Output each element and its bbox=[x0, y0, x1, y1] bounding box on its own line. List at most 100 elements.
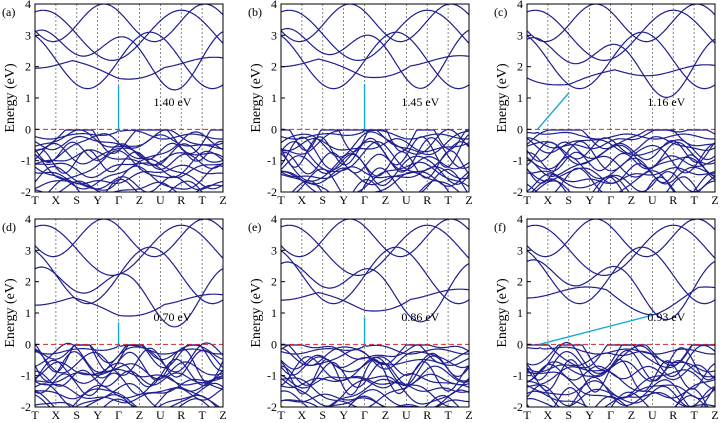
panel-d-ytick-label: -1 bbox=[21, 369, 31, 383]
panel-c-gap-label: 1.16 eV bbox=[647, 95, 685, 109]
panel-b-kpoint-label: S bbox=[319, 193, 326, 207]
panel-c-band-5 bbox=[527, 141, 715, 169]
panel-e-ytick-label: 0 bbox=[271, 337, 277, 351]
panel-c-kpoint-label: U bbox=[648, 193, 657, 207]
panel-f-band-11 bbox=[527, 376, 715, 407]
panel-b-ytick-label: 1 bbox=[271, 91, 277, 105]
panel-a-ytick-label: -2 bbox=[21, 185, 31, 199]
panel-f-ytick-label: 1 bbox=[517, 306, 523, 320]
panel-f-kpoint-label: U bbox=[648, 408, 657, 422]
panel-d-band-9 bbox=[35, 372, 223, 397]
panel-a-kpoint-label: R bbox=[177, 193, 185, 207]
panel-c-kpoint-label: R bbox=[669, 193, 677, 207]
panel-c-ytick-label: -2 bbox=[513, 185, 523, 199]
panel-e-kpoint-label: Γ bbox=[361, 408, 368, 422]
panel-a-ytick-label: 2 bbox=[25, 60, 31, 74]
panel-d-gap-label: 0.70 eV bbox=[153, 310, 191, 324]
panel-e-ylabel: Energy (eV) bbox=[249, 278, 264, 348]
panel-f-band-5 bbox=[527, 360, 715, 382]
panel-a-kpoint-label: U bbox=[156, 193, 165, 207]
panel-e-band-15 bbox=[281, 395, 460, 407]
panel-a-band-13 bbox=[35, 175, 223, 192]
panel-b-kpoint-label: T bbox=[444, 193, 452, 207]
panel-b-kpoint-label: X bbox=[298, 193, 307, 207]
panel-d-band-19 bbox=[35, 246, 223, 305]
panel-b-band-20 bbox=[281, 9, 469, 61]
panel-e-band-21 bbox=[281, 219, 469, 258]
panel-e-band-17 bbox=[281, 288, 469, 312]
panel-f-band-9 bbox=[527, 369, 715, 400]
panel-f-kpoint-label: T bbox=[690, 408, 698, 422]
panel-a-band-9 bbox=[35, 162, 223, 179]
panel-e-gap-label: 0.86 eV bbox=[401, 310, 439, 324]
panel-f-band-20 bbox=[527, 224, 715, 276]
panel-b-band-17 bbox=[281, 55, 469, 79]
panel-e-kpoint-label: X bbox=[298, 408, 307, 422]
panel-e-kpoint-label: T bbox=[444, 408, 452, 422]
panel-a-band-4 bbox=[35, 140, 223, 164]
panel-c-gap-arrow bbox=[536, 92, 570, 130]
panel-e-band-20 bbox=[281, 224, 469, 276]
panel-e-band-7 bbox=[281, 358, 469, 396]
panel-d-kpoint-label: T bbox=[31, 408, 39, 422]
panel-e-kpoint-label: Z bbox=[465, 408, 472, 422]
panel-b-ytick-label: 4 bbox=[271, 0, 277, 11]
panel-a-band-15 bbox=[47, 178, 203, 192]
panel-d-ytick-label: 2 bbox=[25, 275, 31, 289]
panel-a-kpoint-label: S bbox=[73, 193, 80, 207]
panel-f-kpoint-label: Z bbox=[628, 408, 635, 422]
panel-f-kpoint-label: R bbox=[669, 408, 677, 422]
panel-b-kpoint-label: T bbox=[277, 193, 285, 207]
panel-a-kpoint-label: Z bbox=[136, 193, 143, 207]
panel-b-kpoint-label: Z bbox=[465, 193, 472, 207]
panel-c-ytick-label: 4 bbox=[517, 0, 523, 11]
panel-f-kpoint-label: Γ bbox=[607, 408, 614, 422]
panel-b-band-5 bbox=[281, 136, 469, 173]
panel-f-kpoint-label: X bbox=[544, 408, 553, 422]
panel-f-gap-label: 0.93 eV bbox=[647, 310, 685, 324]
panel-f-ytick-label: 0 bbox=[517, 337, 523, 351]
panel-e-kpoint-label: Z bbox=[382, 408, 389, 422]
panel-d-band-17 bbox=[35, 293, 223, 317]
panel-a-band-16 bbox=[35, 129, 223, 140]
panel-c-kpoint-label: Y bbox=[585, 193, 594, 207]
panel-e-label: (e) bbox=[248, 220, 261, 234]
panel-d-band-13 bbox=[35, 386, 221, 407]
panel-b-kpoint-label: U bbox=[402, 193, 411, 207]
panel-d-band-6 bbox=[35, 358, 223, 388]
panel-c-kpoint-label: Γ bbox=[607, 193, 614, 207]
panel-c-kpoint-label: Z bbox=[711, 193, 718, 207]
panel-d-band-15 bbox=[35, 398, 211, 407]
panel-d-kpoint-label: Y bbox=[93, 408, 102, 422]
panel-b-band-21 bbox=[281, 4, 469, 43]
panel-e-band-6 bbox=[281, 361, 469, 388]
panel-d-ylabel: Energy (eV) bbox=[3, 278, 18, 348]
panel-b-kpoint-label: Z bbox=[382, 193, 389, 207]
panel-e-kpoint-label: U bbox=[402, 408, 411, 422]
panel-f-kpoint-label: S bbox=[565, 408, 572, 422]
panel-e-ytick-label: 2 bbox=[271, 275, 277, 289]
panel-c-ytick-label: 0 bbox=[517, 122, 523, 136]
panel-d-kpoint-label: Γ bbox=[115, 408, 122, 422]
panel-b-kpoint-label: R bbox=[423, 193, 431, 207]
panel-b-ylabel: Energy (eV) bbox=[249, 63, 264, 133]
panel-d-band-4 bbox=[35, 348, 223, 384]
panel-d-kpoint-label: T bbox=[198, 408, 206, 422]
panel-c-kpoint-label: T bbox=[523, 193, 531, 207]
panel-d-band-18 bbox=[35, 266, 223, 328]
panel-a-kpoint-label: T bbox=[31, 193, 39, 207]
panel-d-ytick-label: 3 bbox=[25, 243, 31, 257]
panel-b-label: (b) bbox=[248, 5, 262, 19]
panel-d-ytick-label: 0 bbox=[25, 337, 31, 351]
panel-b-kpoint-label: Γ bbox=[361, 193, 368, 207]
panel-e-ytick-label: 4 bbox=[271, 212, 277, 226]
panel-a-band-18 bbox=[35, 29, 223, 91]
panel-b-band-16 bbox=[281, 129, 469, 140]
panel-e-ytick-label: 1 bbox=[271, 306, 277, 320]
panel-f-kpoint-label: Y bbox=[585, 408, 594, 422]
panel-f-ytick-label: 2 bbox=[517, 275, 523, 289]
panel-e-band-19 bbox=[281, 246, 469, 305]
panel-a-gap-label: 1.40 eV bbox=[153, 95, 191, 109]
panel-e-ytick-label: 3 bbox=[271, 243, 277, 257]
panel-f-band-19 bbox=[527, 246, 715, 305]
